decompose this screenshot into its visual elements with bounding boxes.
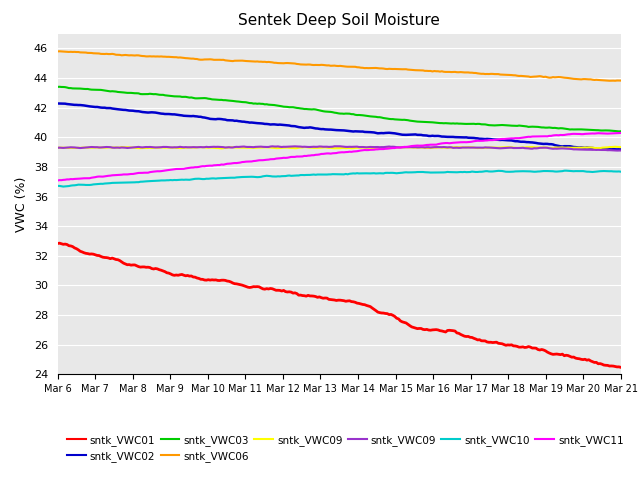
Y-axis label: VWC (%): VWC (%): [15, 176, 28, 232]
Legend: sntk_VWC01, sntk_VWC02, sntk_VWC03, sntk_VWC06, sntk_VWC09, sntk_VWC09, sntk_VWC: sntk_VWC01, sntk_VWC02, sntk_VWC03, sntk…: [63, 431, 628, 466]
Title: Sentek Deep Soil Moisture: Sentek Deep Soil Moisture: [238, 13, 440, 28]
